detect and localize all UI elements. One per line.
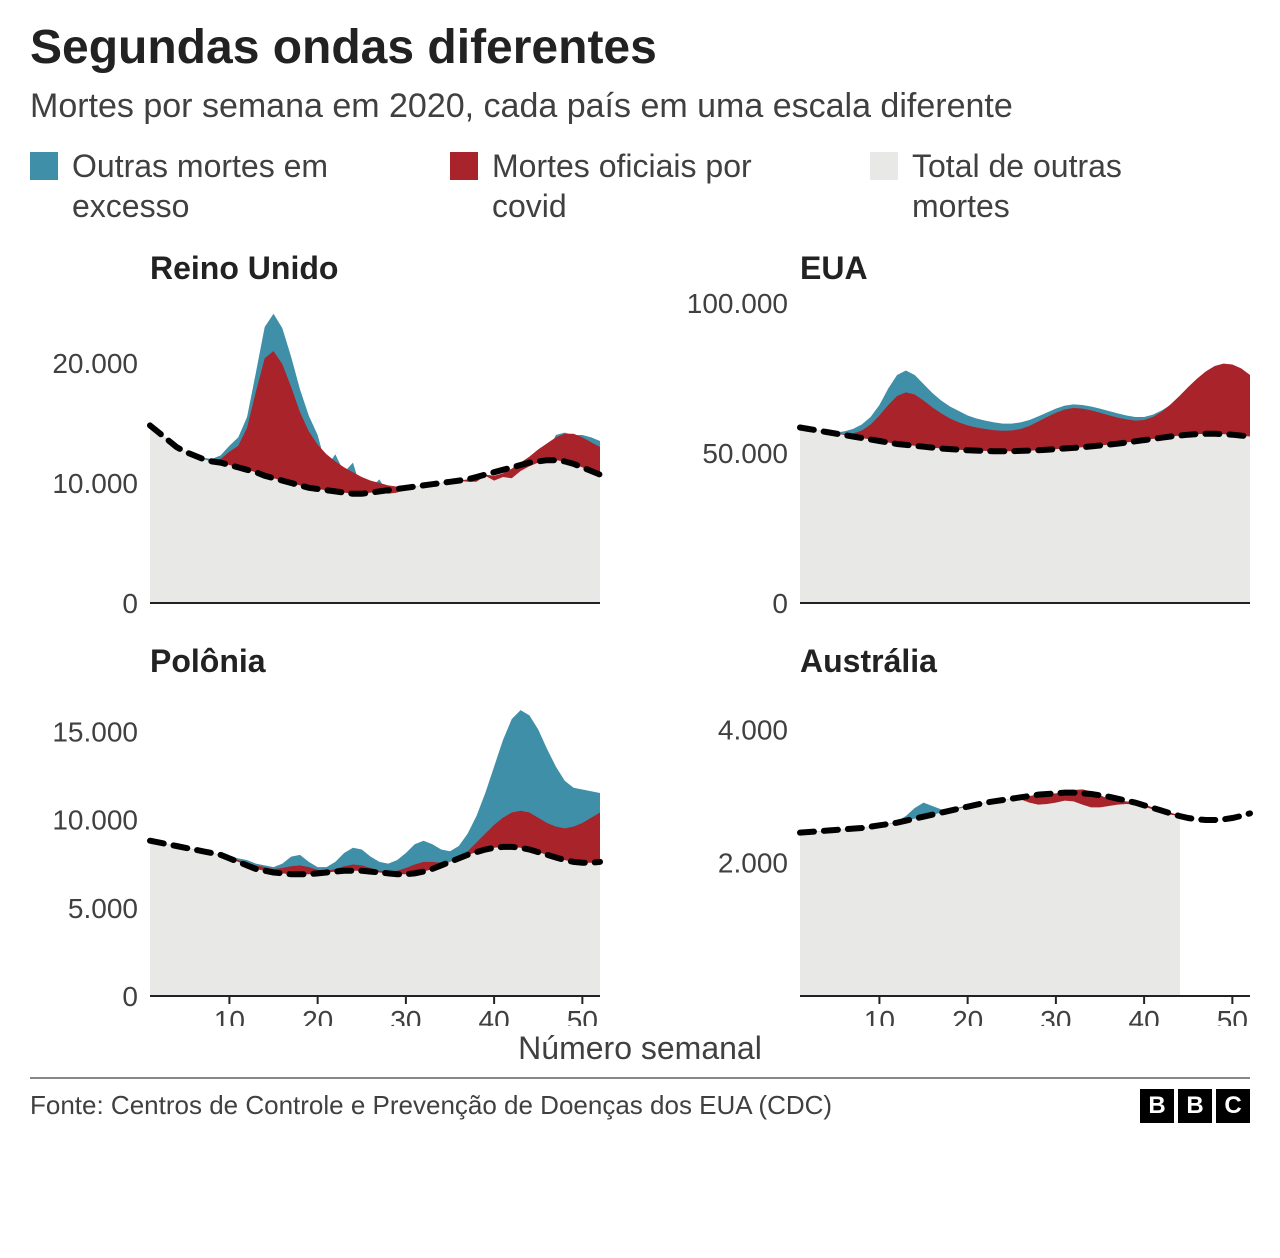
x-tick-label: 10	[864, 1005, 895, 1026]
chart-title: Segundas ondas diferentes	[30, 20, 1250, 75]
bbc-block: C	[1216, 1089, 1250, 1123]
base-area	[800, 427, 1250, 603]
panel-title: Reino Unido	[150, 250, 610, 287]
y-tick-label: 5.000	[68, 892, 138, 923]
y-tick-label: 2.000	[718, 847, 788, 878]
y-tick-label: 0	[122, 981, 138, 1012]
y-tick-label: 10.000	[52, 804, 138, 835]
x-tick-label: 30	[390, 1005, 421, 1026]
y-tick-label: 50.000	[702, 438, 788, 469]
chart-svg: 0 5.000 10.000 15.000 10 20 30 40 50	[30, 686, 610, 1026]
base-area	[150, 425, 600, 603]
x-tick-label: 10	[214, 1005, 245, 1026]
y-tick-label: 0	[772, 588, 788, 619]
legend-swatch	[30, 152, 58, 180]
panel-grid: Reino Unido010.00020.000EUA050.000100.00…	[30, 250, 1250, 1026]
x-tick-label: 40	[479, 1005, 510, 1026]
chart-svg: 2.000 4.000 10 20 30 40 50	[680, 686, 1260, 1026]
legend-label: Total de outras mortes	[912, 146, 1210, 226]
bbc-block: B	[1140, 1089, 1174, 1123]
chart-panel: EUA 0 50.000 100.000	[680, 250, 1260, 633]
x-tick-label: 50	[1217, 1005, 1248, 1026]
chart-panel: Austrália 2.000 4.000 10 20 30 40 50	[680, 643, 1260, 1026]
chart-panel: Polônia 0 5.000 10.000 15.000 10 20 30 40 50	[30, 643, 610, 1026]
y-tick-label: 100.000	[687, 293, 788, 319]
panel-title: Polônia	[150, 643, 610, 680]
x-tick-label: 20	[302, 1005, 333, 1026]
y-tick-label: 4.000	[718, 714, 788, 745]
chart-subtitle: Mortes por semana em 2020, cada país em …	[30, 85, 1250, 128]
legend: Outras mortes em excesso Mortes oficiais…	[30, 146, 1250, 226]
x-tick-label: 30	[1040, 1005, 1071, 1026]
x-tick-label: 20	[952, 1005, 983, 1026]
panel-title: EUA	[800, 250, 1260, 287]
legend-item-excess: Outras mortes em excesso	[30, 146, 370, 226]
footer: Fonte: Centros de Controle e Prevenção d…	[30, 1077, 1250, 1123]
legend-item-base: Total de outras mortes	[870, 146, 1210, 226]
source-text: Fonte: Centros de Controle e Prevenção d…	[30, 1090, 832, 1121]
bbc-logo: B B C	[1140, 1089, 1250, 1123]
legend-label: Mortes oficiais por covid	[492, 146, 790, 226]
chart-svg: 0 10.000 20.000	[30, 293, 610, 633]
legend-swatch	[870, 152, 898, 180]
x-axis-label: Número semanal	[30, 1030, 1250, 1067]
legend-label: Outras mortes em excesso	[72, 146, 370, 226]
x-tick-label: 50	[567, 1005, 598, 1026]
chart-svg: 0 50.000 100.000	[680, 293, 1260, 633]
y-tick-label: 20.000	[52, 348, 138, 379]
x-tick-label: 40	[1129, 1005, 1160, 1026]
chart-panel: Reino Unido 0 10.000 20.000	[30, 250, 610, 633]
panel-title: Austrália	[800, 643, 1260, 680]
y-tick-label: 0	[122, 588, 138, 619]
legend-swatch	[450, 152, 478, 180]
bbc-block: B	[1178, 1089, 1212, 1123]
legend-item-covid: Mortes oficiais por covid	[450, 146, 790, 226]
y-tick-label: 15.000	[52, 716, 138, 747]
y-tick-label: 10.000	[52, 468, 138, 499]
